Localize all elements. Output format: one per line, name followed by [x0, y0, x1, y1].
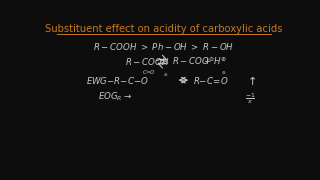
- Text: $^{\ominus}$: $^{\ominus}$: [221, 71, 226, 76]
- Text: $x$: $x$: [247, 98, 253, 105]
- Text: $\uparrow$: $\uparrow$: [245, 74, 256, 87]
- Text: $R-COOH\ >\ Ph-OH\ >\ R-OH$: $R-COOH\ >\ Ph-OH\ >\ R-OH$: [93, 41, 235, 52]
- Text: $R-COO^{\ominus}$: $R-COO^{\ominus}$: [172, 56, 215, 68]
- Text: $EWG{-}R{-}C{-}O$: $EWG{-}R{-}C{-}O$: [86, 75, 149, 86]
- Text: $+\ H^{\oplus}$: $+\ H^{\oplus}$: [203, 56, 227, 68]
- Text: $R{-}C\!=\!O$: $R{-}C\!=\!O$: [194, 75, 229, 86]
- Text: $-1$: $-1$: [245, 91, 255, 99]
- Text: Substituent effect on acidity of carboxylic acids: Substituent effect on acidity of carboxy…: [45, 24, 283, 34]
- Text: $^{\ominus}$: $^{\ominus}$: [163, 73, 168, 78]
- Text: $R-COOH$: $R-COOH$: [125, 56, 170, 67]
- Text: $EOG_R \rightarrow$: $EOG_R \rightarrow$: [98, 91, 132, 103]
- Text: $C\!\!=\!\!O$: $C\!\!=\!\!O$: [142, 68, 155, 76]
